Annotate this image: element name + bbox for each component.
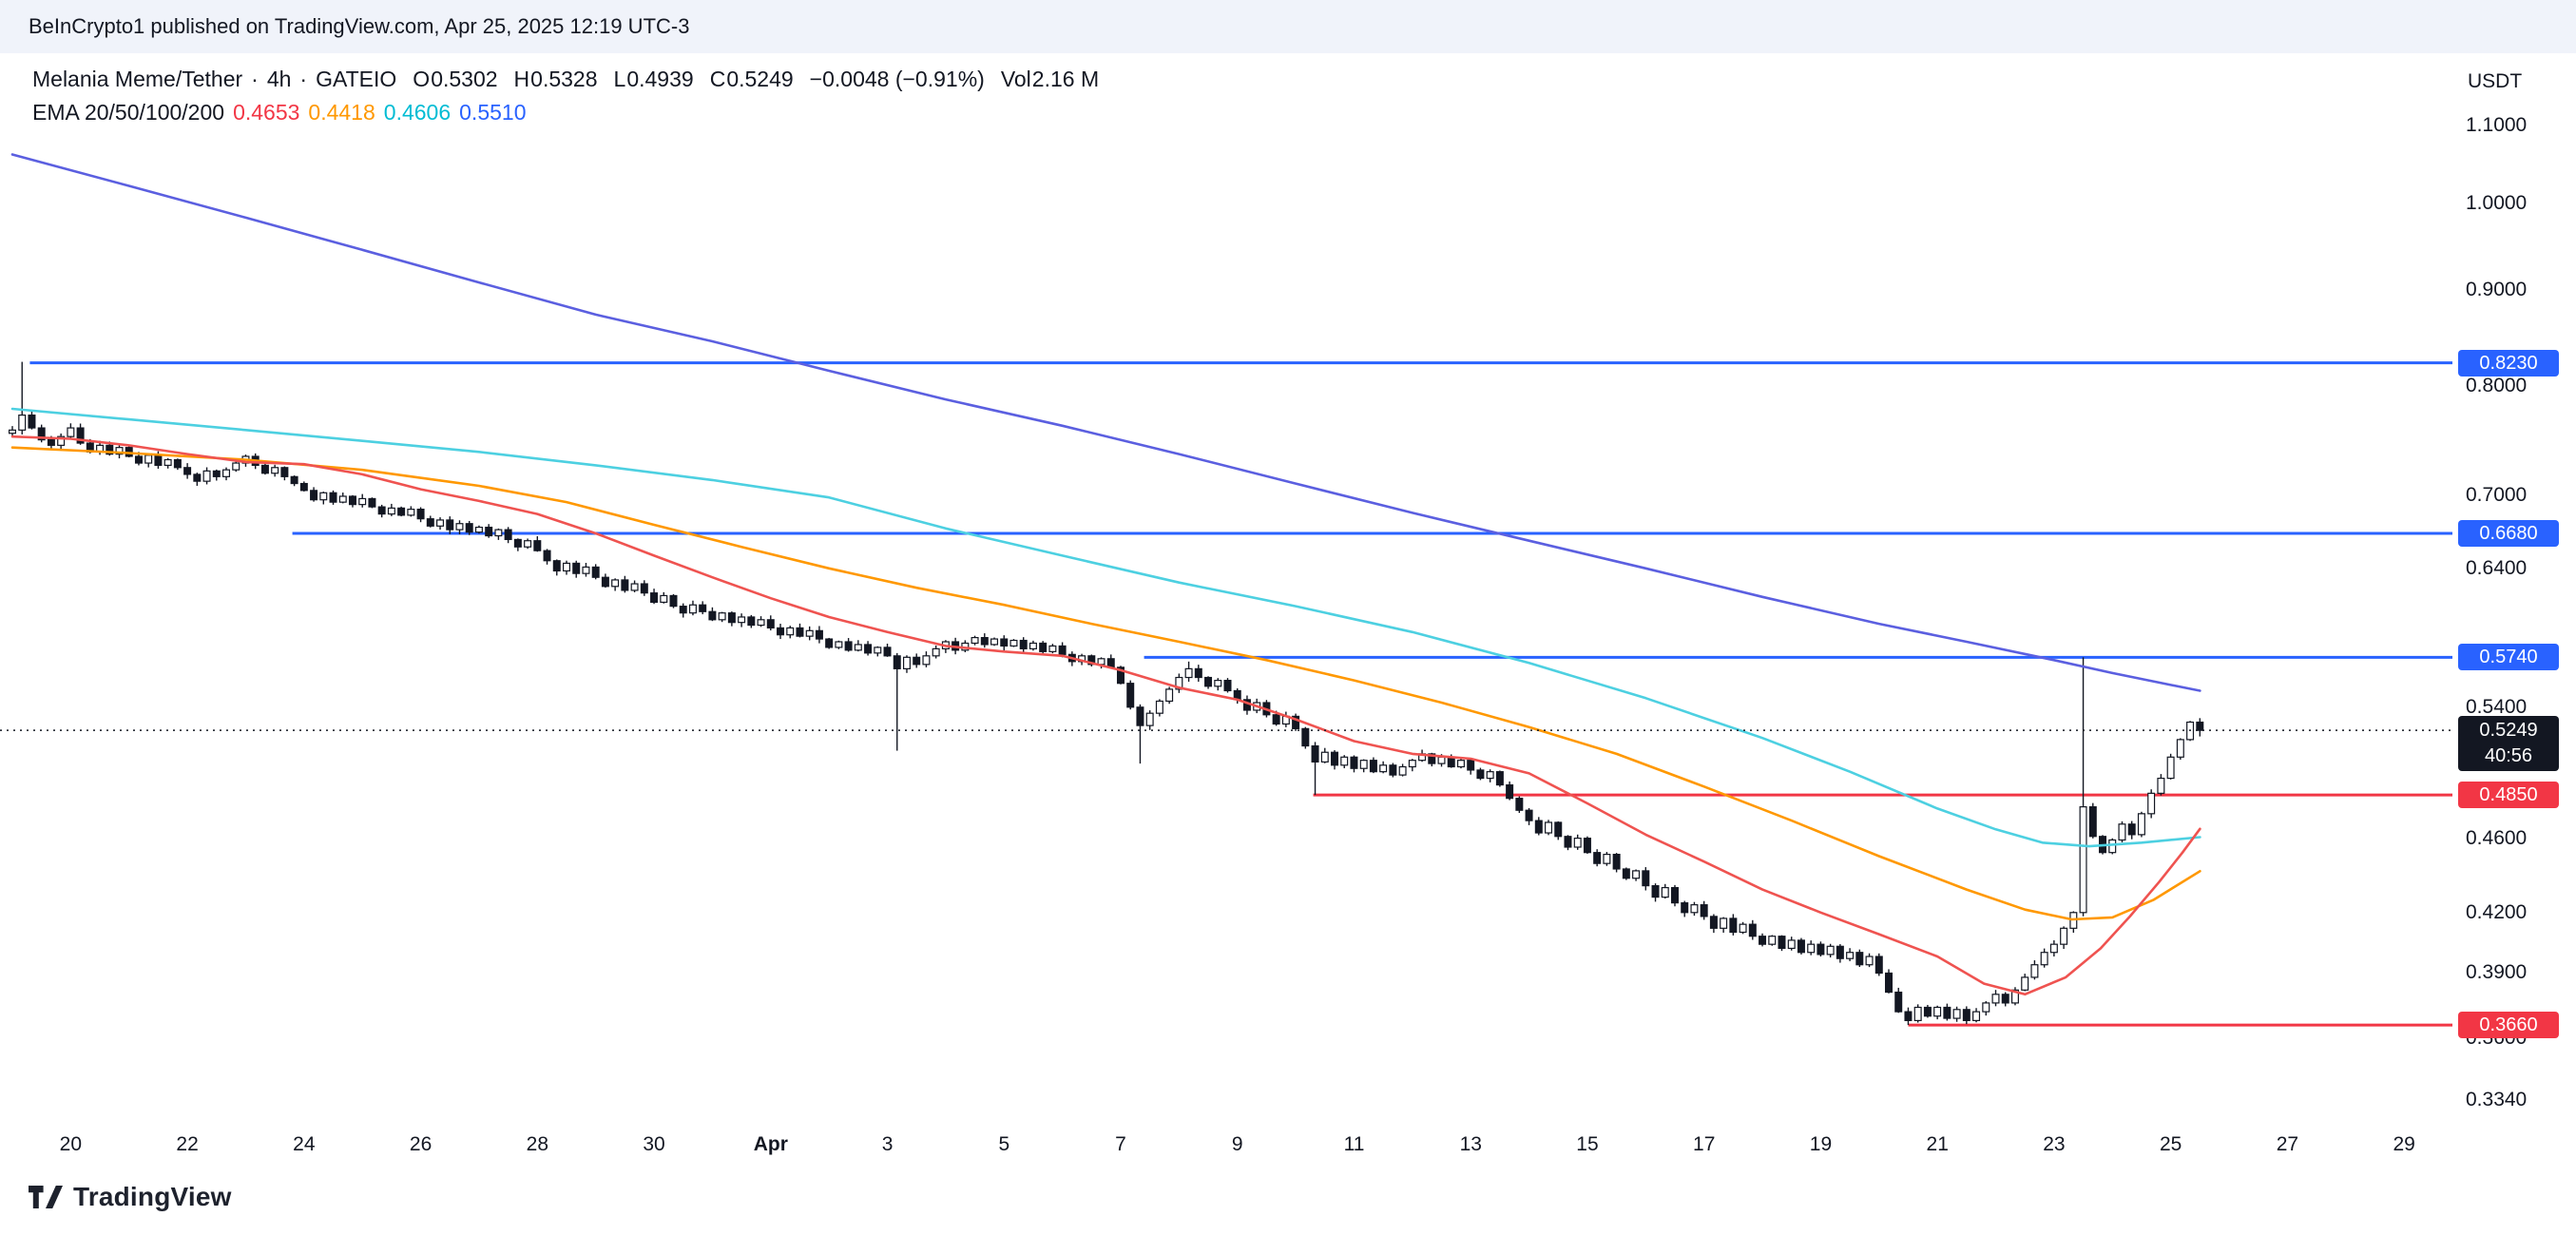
ema-row: EMA 20/50/100/200 0.4653 0.4418 0.4606 0…	[32, 96, 1099, 129]
symbol-name[interactable]: Melania Meme/Tether	[32, 67, 243, 91]
chart-legend: Melania Meme/Tether · 4h · GATEIO O0.530…	[32, 63, 1099, 129]
separator-dot: ·	[299, 67, 308, 91]
publish-banner-text[interactable]: BeInCrypto1 published on TradingView.com…	[29, 14, 690, 38]
volume-value: Vol2.16 M	[1000, 67, 1100, 91]
close-value: C0.5249	[709, 67, 794, 91]
interval-label[interactable]: 4h	[266, 67, 292, 91]
tradingview-logo-text: TradingView	[73, 1182, 232, 1211]
ema200-value: 0.5510	[459, 100, 527, 125]
open-value: O0.5302	[413, 67, 498, 91]
change-value: −0.0048 (−0.91%)	[809, 67, 985, 91]
tradingview-logo-icon	[29, 1186, 63, 1208]
tradingview-logo[interactable]: TradingView	[29, 1182, 232, 1212]
ema50-value: 0.4418	[308, 100, 375, 125]
symbol-row: Melania Meme/Tether · 4h · GATEIO O0.530…	[32, 63, 1099, 96]
ema20-value: 0.4653	[233, 100, 300, 125]
bar-countdown: 40:56	[2484, 745, 2533, 767]
ema-indicator-label[interactable]: EMA 20/50/100/200	[32, 100, 225, 125]
ema100-value: 0.4606	[383, 100, 452, 125]
quote-currency-label[interactable]: USDT	[2468, 70, 2523, 92]
current-price-value: 0.5249	[2479, 720, 2538, 742]
publish-banner: BeInCrypto1 published on TradingView.com…	[0, 0, 2576, 53]
high-value: H0.5328	[513, 67, 598, 91]
exchange-label[interactable]: GATEIO	[316, 67, 397, 91]
current-price-badge: 0.5249 40:56	[2458, 716, 2559, 772]
low-value: L0.4939	[613, 67, 694, 91]
separator-dot: ·	[251, 67, 259, 91]
